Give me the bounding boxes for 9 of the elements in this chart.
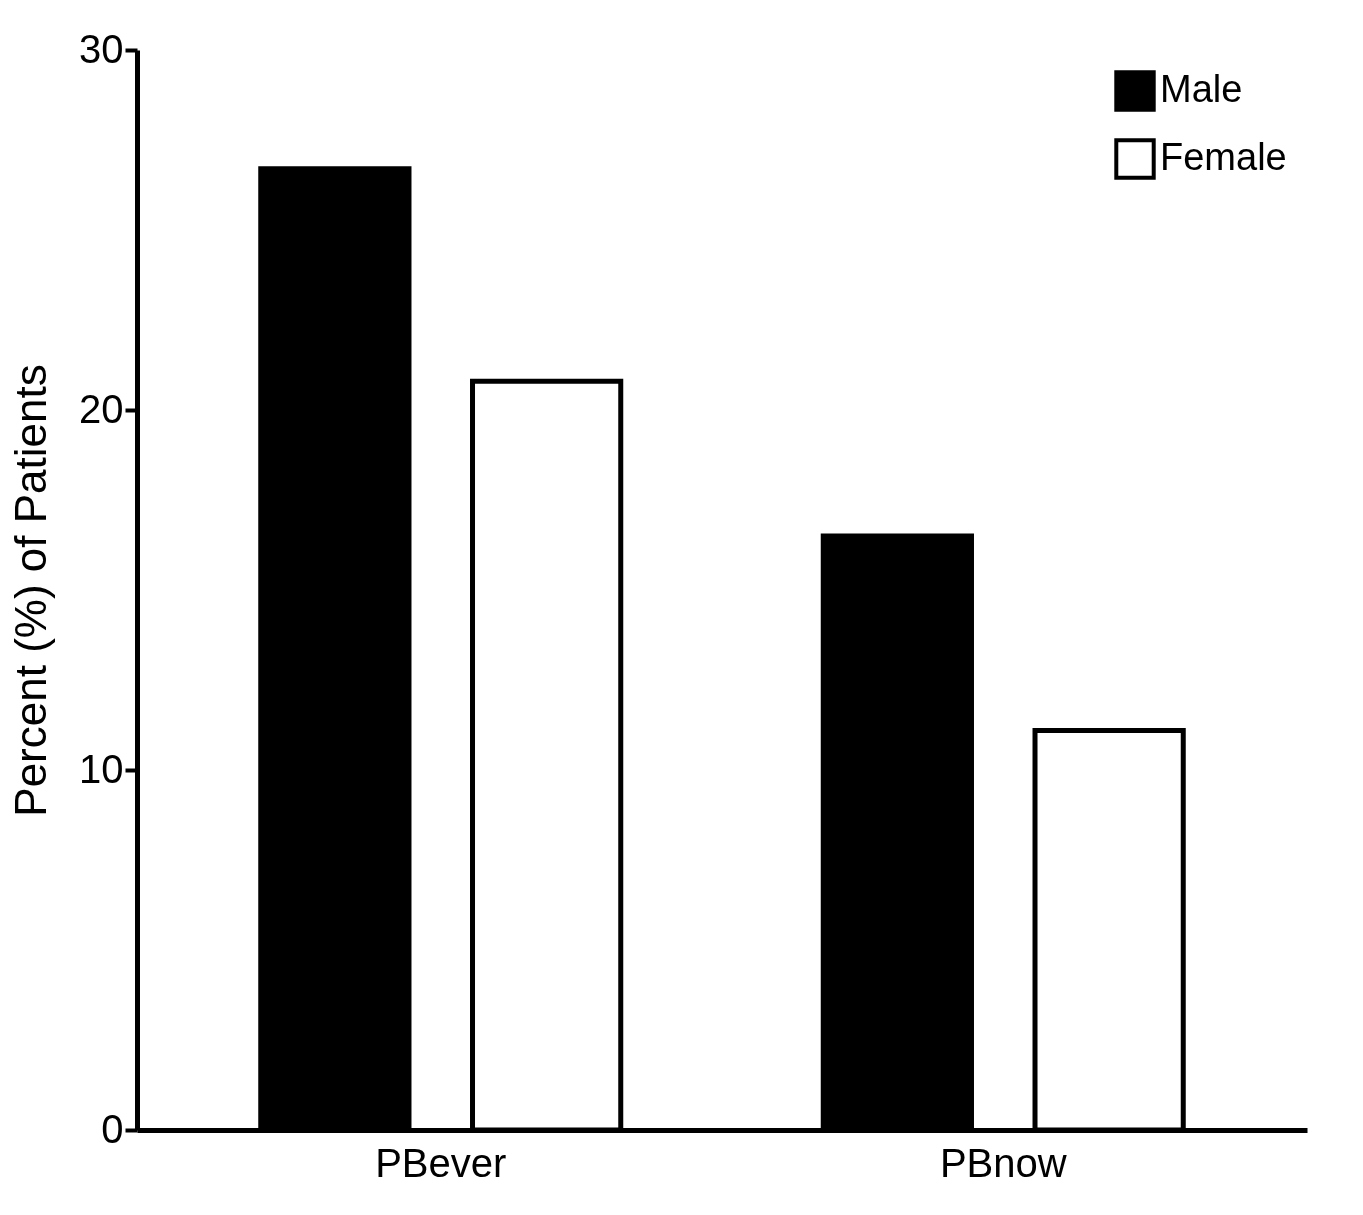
- x-tick-label: PBnow: [939, 1140, 1067, 1185]
- y-tick-label: 30: [79, 26, 124, 71]
- legend-label: Male: [1160, 68, 1243, 110]
- y-axis-title: Percent (%) of Patients: [6, 364, 56, 817]
- y-tick-label: 10: [79, 746, 124, 791]
- y-tick-label: 20: [79, 386, 124, 431]
- y-tick-label: 0: [101, 1106, 124, 1151]
- legend-label: Female: [1160, 136, 1287, 178]
- x-tick-label: PBever: [375, 1140, 507, 1185]
